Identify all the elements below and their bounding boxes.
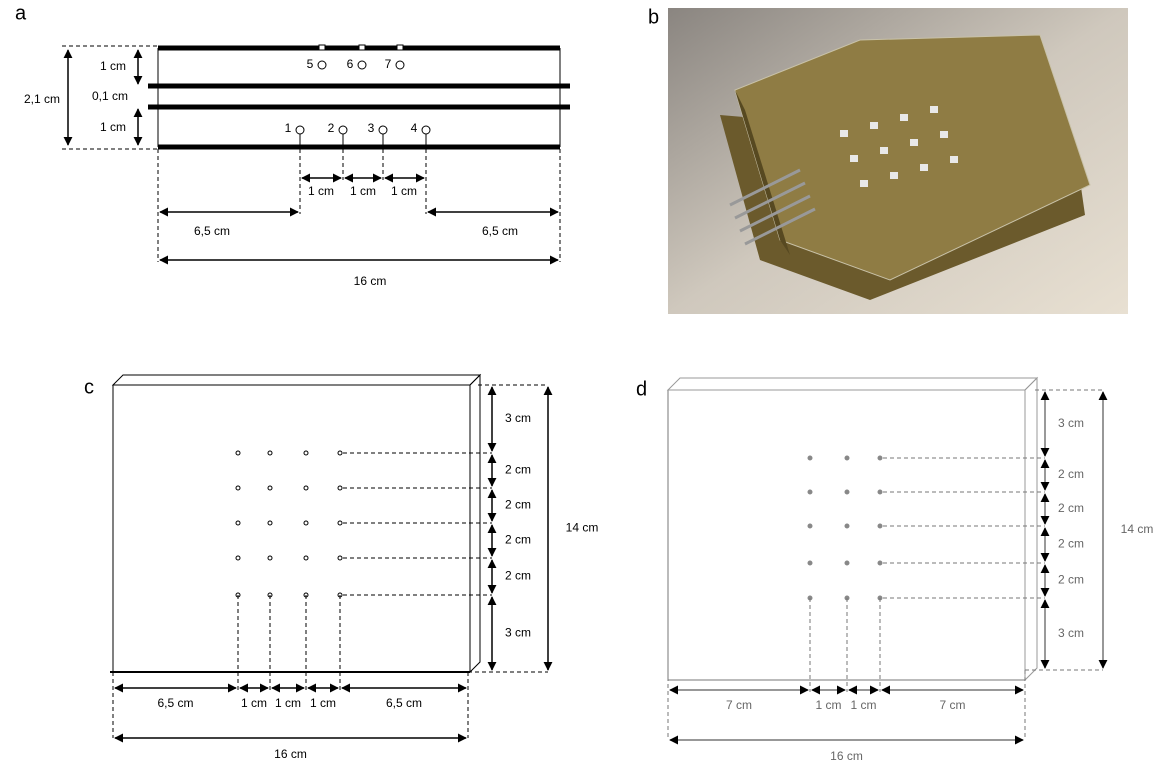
sensor xyxy=(877,523,883,529)
sensor xyxy=(807,455,813,461)
dimension-label: 1 cm xyxy=(275,696,301,710)
dimension-label: 0,1 cm xyxy=(92,89,128,103)
panel-b-photo xyxy=(668,8,1128,314)
panel-label: d xyxy=(636,378,647,400)
dimension-label: 6,5 cm xyxy=(386,696,422,710)
sensor xyxy=(303,485,309,491)
sensor xyxy=(357,60,367,70)
dimension-label: 6,5 cm xyxy=(482,224,518,238)
dimension-label: 2 cm xyxy=(1058,501,1084,515)
sensor xyxy=(303,450,309,456)
sensor-hole xyxy=(318,44,326,51)
sensor xyxy=(877,455,883,461)
sensor xyxy=(267,450,273,456)
panel-c-drawing xyxy=(110,373,482,674)
sensor-label: 2 xyxy=(328,121,335,135)
dimension-label: 14 cm xyxy=(566,521,599,535)
dimension-label: 2,1 cm xyxy=(24,92,60,106)
sensor-label: 4 xyxy=(411,121,418,135)
sensor xyxy=(337,520,343,526)
dimension-label: 7 cm xyxy=(726,698,752,712)
sensor-hole xyxy=(396,44,404,51)
sensor-label: 5 xyxy=(307,57,314,71)
dimension-label: 3 cm xyxy=(1058,626,1084,640)
dimension-label: 1 cm xyxy=(241,696,267,710)
sensor xyxy=(844,489,850,495)
sensor xyxy=(235,485,241,491)
panel-label: b xyxy=(648,6,659,28)
dimension-label: 16 cm xyxy=(830,749,863,761)
sensor xyxy=(303,520,309,526)
sensor xyxy=(295,125,305,135)
dimension-label: 16 cm xyxy=(354,274,387,288)
panel-a-drawing xyxy=(62,45,570,265)
sensor xyxy=(235,555,241,561)
sensor xyxy=(337,450,343,456)
sensor-label: 6 xyxy=(347,57,354,71)
sensor xyxy=(844,523,850,529)
dimension-label: 1 cm xyxy=(815,698,841,712)
dimension-label: 7 cm xyxy=(939,698,965,712)
sensor xyxy=(877,489,883,495)
sensor xyxy=(844,560,850,566)
sensor xyxy=(267,485,273,491)
dimension-label: 2 cm xyxy=(505,498,531,512)
dimension-label: 2 cm xyxy=(1058,537,1084,551)
sensor xyxy=(807,523,813,529)
panel-d-drawing xyxy=(666,376,1039,682)
dimension-label: 6,5 cm xyxy=(157,696,193,710)
dimension-label: 1 cm xyxy=(391,184,417,198)
sensor xyxy=(235,450,241,456)
dimension-label: 16 cm xyxy=(274,747,307,761)
sensor xyxy=(267,520,273,526)
dimension-label: 3 cm xyxy=(505,626,531,640)
panel-label: c xyxy=(84,376,94,398)
dimension-label: 1 cm xyxy=(100,59,126,73)
panel-label: a xyxy=(15,2,27,24)
sensor xyxy=(235,520,241,526)
sensor xyxy=(338,125,348,135)
dimension-label: 3 cm xyxy=(505,411,531,425)
sensor-label: 1 xyxy=(285,121,292,135)
sensor xyxy=(877,560,883,566)
sensor xyxy=(807,560,813,566)
sensor xyxy=(395,60,405,70)
sensor xyxy=(807,489,813,495)
panel-c: 3 cm 2 cm 2 cm 2 cm 2 cm 3 cm 14 cm 6,5 cm 1 cm 1… xyxy=(112,384,599,761)
dimension-label: 3 cm xyxy=(1058,416,1084,430)
sensor-label: 3 xyxy=(368,121,375,135)
sensor-hole xyxy=(358,44,366,51)
dimension-label: 1 cm xyxy=(310,696,336,710)
dimension-label: 2 cm xyxy=(505,569,531,583)
dimension-label: 2 cm xyxy=(505,463,531,477)
dimension-label: 1 cm xyxy=(850,698,876,712)
sensor xyxy=(337,555,343,561)
generated: a b c d 2,1 cm 1 cm 0,1 cm 1 cm 5 6 7 1 2 3 4 1 cm 1 cm 1… xyxy=(15,2,1153,761)
dimension-label: 1 cm xyxy=(100,120,126,134)
sensor xyxy=(421,125,431,135)
sensor xyxy=(378,125,388,135)
dimension-label: 2 cm xyxy=(505,533,531,547)
sensor xyxy=(844,455,850,461)
dimension-label: 1 cm xyxy=(350,184,376,198)
sensor xyxy=(337,485,343,491)
dimension-label: 14 cm xyxy=(1121,522,1154,536)
dimension-label: 6,5 cm xyxy=(194,224,230,238)
dimension-label: 2 cm xyxy=(1058,467,1084,481)
sensor xyxy=(317,60,327,70)
sensor-label: 7 xyxy=(385,57,392,71)
dimension-label: 1 cm xyxy=(308,184,334,198)
panel-d: 3 cm 2 cm 2 cm 2 cm 2 cm 3 cm 14 cm 7 cm 1 cm 1 c… xyxy=(667,389,1154,761)
sensor xyxy=(303,555,309,561)
sensor xyxy=(267,555,273,561)
dimension-label: 2 cm xyxy=(1058,573,1084,587)
